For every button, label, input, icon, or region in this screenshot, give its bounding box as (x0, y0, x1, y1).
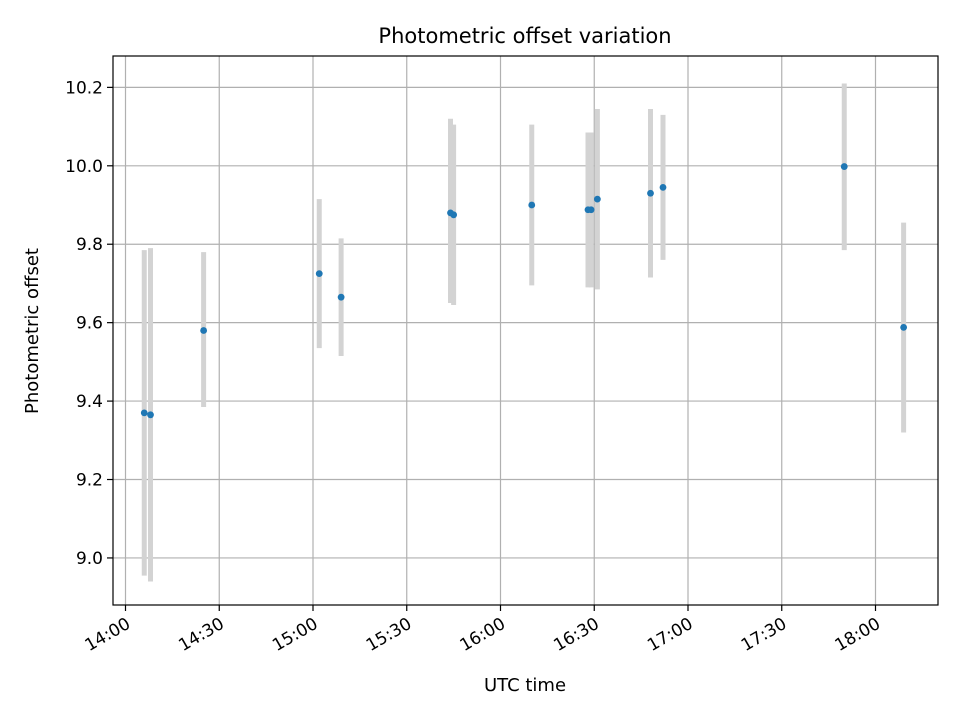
data-point (528, 201, 536, 209)
y-tick-label: 9.0 (76, 549, 103, 569)
data-point (337, 293, 345, 301)
y-tick-label: 9.2 (76, 471, 103, 491)
y-tick-label: 10.0 (65, 157, 103, 177)
y-tick-label: 9.4 (76, 392, 103, 412)
y-tick-label: 10.2 (65, 78, 103, 98)
data-point (840, 163, 848, 170)
y-tick-label: 9.6 (76, 314, 103, 334)
data-point (147, 411, 154, 419)
data-point (587, 206, 595, 214)
data-point (900, 323, 908, 331)
plot-frame (112, 55, 939, 606)
data-point (315, 270, 323, 278)
y-tick-label: 9.8 (76, 235, 103, 255)
x-axis-title: UTC time (484, 675, 566, 696)
y-axis-title: Photometric offset (22, 248, 43, 414)
data-point (200, 327, 208, 334)
data-point (659, 183, 667, 191)
data-points (140, 163, 908, 419)
data-point (647, 189, 654, 197)
data-point (450, 211, 458, 219)
data-point (140, 409, 148, 417)
y-axis: 9.0 9.2 9.4 9.6 9.8 10.0 10.2 (65, 78, 113, 569)
data-point (593, 195, 601, 203)
grid (113, 56, 938, 605)
chart-title: Photometric offset variation (378, 24, 671, 48)
